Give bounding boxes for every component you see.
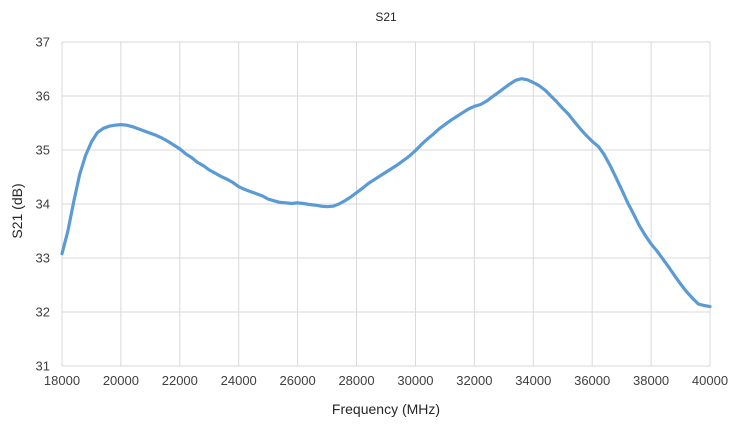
x-tick-label: 30000 (397, 373, 433, 388)
x-tick-label: 32000 (456, 373, 492, 388)
y-tick-label: 33 (36, 251, 50, 266)
x-tick-label: 34000 (515, 373, 551, 388)
gridlines (61, 41, 711, 367)
y-tick-label: 35 (36, 143, 50, 158)
series-line (60, 77, 712, 309)
y-axis-title: S21 (dB) (9, 183, 25, 238)
y-axis-ticks: 31 32 33 34 35 36 37 (36, 35, 50, 374)
y-tick-label: 36 (36, 89, 50, 104)
x-tick-label: 26000 (280, 373, 316, 388)
chart-title: S21 (375, 10, 397, 24)
y-tick-label: 31 (36, 359, 50, 374)
series-layer (60, 77, 712, 309)
x-tick-label: 40000 (692, 373, 728, 388)
x-tick-label: 18000 (44, 373, 80, 388)
x-tick-label: 24000 (221, 373, 257, 388)
x-tick-label: 20000 (103, 373, 139, 388)
y-tick-label: 37 (36, 35, 50, 50)
y-tick-label: 32 (36, 305, 50, 320)
x-tick-label: 22000 (162, 373, 198, 388)
x-tick-label: 38000 (633, 373, 669, 388)
x-tick-label: 28000 (338, 373, 374, 388)
x-tick-label: 36000 (574, 373, 610, 388)
y-tick-label: 34 (36, 197, 50, 212)
x-axis-ticks: 18000 20000 22000 24000 26000 28000 30000 32000… (44, 373, 728, 388)
x-axis-title: Frequency (MHz) (332, 401, 440, 417)
